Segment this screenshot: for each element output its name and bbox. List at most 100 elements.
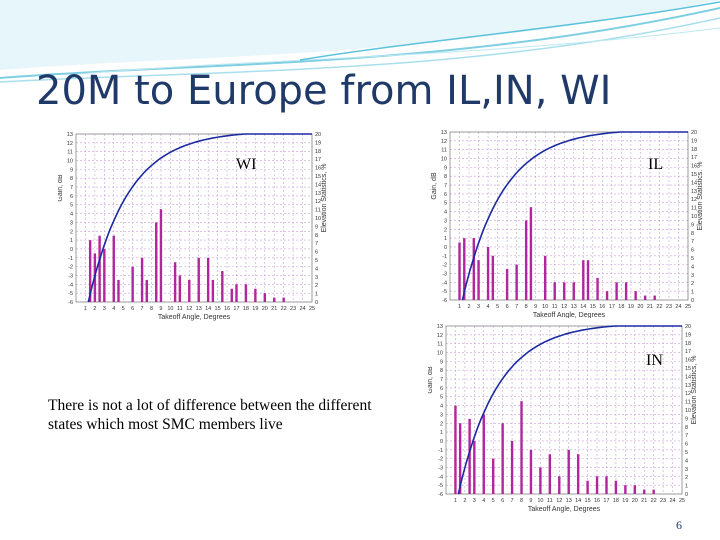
x-tick-label: 23 (290, 306, 296, 312)
y-tick-label: -5 (68, 291, 73, 297)
gain-bar (529, 449, 533, 494)
y2-tick-label: 12 (315, 199, 321, 205)
gain-bar (273, 297, 276, 302)
x-tick-label: 4 (482, 498, 485, 504)
y2-tick-label: 20 (315, 132, 321, 138)
x-tick-label: 20 (262, 306, 268, 312)
y-tick-label: -4 (438, 474, 443, 480)
x-tick-label: 25 (685, 304, 691, 310)
elevation-curve (457, 325, 682, 495)
y2-tick-label: 1 (315, 292, 318, 298)
y-tick-label: 0 (70, 247, 73, 253)
x-tick-label: 7 (515, 304, 518, 310)
y2-tick-label: 6 (685, 442, 688, 448)
gain-bar (567, 449, 570, 494)
y-tick-label: 10 (67, 159, 73, 165)
gain-bar (263, 293, 266, 302)
gain-bar (178, 275, 182, 302)
gain-bar (282, 297, 285, 302)
x-tick-label: 14 (575, 498, 581, 504)
x-axis-title: Takeoff Angle, Degrees (158, 314, 231, 321)
x-tick-label: 4 (112, 306, 115, 312)
y2-axis-title: Elevation Statistics, % (321, 164, 328, 233)
chart-label-in: IN (646, 352, 663, 369)
y-tick-label: -1 (442, 254, 447, 260)
gain-bar (643, 295, 647, 300)
y-tick-label: 9 (444, 165, 447, 171)
gain-bar (140, 257, 144, 302)
x-tick-label: 18 (618, 304, 624, 310)
slide-title: 20M to Europe from IL,IN, WI (36, 68, 612, 114)
y-tick-label: 9 (440, 359, 443, 365)
y2-tick-label: 18 (685, 341, 691, 347)
y-tick-label: -6 (442, 298, 447, 304)
gain-bar (652, 489, 655, 494)
gain-bar (505, 269, 509, 300)
y2-tick-label: 12 (685, 391, 691, 397)
y2-tick-label: 4 (315, 266, 318, 272)
plot-frame (445, 325, 683, 495)
y2-tick-label: 17 (315, 157, 321, 163)
x-tick-label: 6 (506, 304, 509, 310)
x-tick-label: 9 (529, 498, 532, 504)
y2-tick-label: 13 (315, 191, 321, 197)
x-tick-label: 13 (571, 304, 577, 310)
chart-label-wi: WI (236, 156, 257, 173)
gain-bar (539, 467, 542, 494)
y2-tick-label: 5 (691, 256, 694, 262)
x-tick-label: 16 (599, 304, 605, 310)
y-axis-title: Gain, dB (58, 174, 64, 202)
x-tick-label: 5 (122, 306, 125, 312)
gain-bar (468, 418, 471, 494)
gain-bar (458, 242, 461, 300)
x-tick-label: 19 (628, 304, 634, 310)
gain-bar (634, 291, 637, 300)
y2-tick-label: 10 (315, 216, 321, 222)
y2-tick-label: 11 (315, 208, 321, 214)
y2-tick-label: 9 (685, 416, 688, 422)
x-tick-label: 15 (590, 304, 596, 310)
y-tick-label: 2 (440, 421, 443, 427)
x-tick-label: 17 (609, 304, 615, 310)
y-tick-label: 1 (440, 430, 443, 436)
x-tick-label: 12 (561, 304, 567, 310)
gain-bar (558, 476, 561, 494)
x-tick-label: 1 (84, 306, 87, 312)
y2-tick-label: 20 (691, 130, 697, 136)
x-tick-label: 21 (271, 306, 277, 312)
y-tick-label: 3 (440, 412, 443, 418)
x-tick-label: 2 (468, 304, 471, 310)
plot-frame (449, 131, 689, 301)
x-tick-label: 18 (613, 498, 619, 504)
x-tick-label: 3 (103, 306, 106, 312)
x-tick-label: 10 (167, 306, 173, 312)
y2-tick-label: 18 (315, 149, 321, 155)
gain-bar (582, 260, 585, 300)
y2-tick-label: 17 (691, 155, 697, 161)
y-tick-label: 1 (70, 238, 73, 244)
gain-bar (235, 284, 238, 302)
y-tick-label: 6 (444, 192, 447, 198)
chart-wi: -6 -5 -4 -3 -2 -1 0 1 2 3 4 5 6 7 8 9 10 11 12 13 0 1 2 3 4 5 6 7 8 9… (58, 124, 330, 322)
elevation-curve (461, 131, 688, 301)
y2-tick-label: 2 (691, 281, 694, 287)
x-tick-label: 1 (454, 498, 457, 504)
y-tick-label: 11 (67, 150, 73, 156)
y-tick-label: 9 (70, 167, 73, 173)
y2-tick-label: 0 (691, 298, 694, 304)
gain-bar (211, 279, 215, 302)
x-axis-title: Takeoff Angle, Degrees (528, 506, 601, 513)
y-tick-label: -3 (68, 273, 73, 279)
y-tick-label: -1 (438, 448, 443, 454)
x-tick-label: 10 (542, 304, 548, 310)
x-tick-label: 23 (666, 304, 672, 310)
y-tick-label: -1 (68, 256, 73, 262)
y2-tick-label: 6 (315, 250, 318, 256)
gain-bar (501, 423, 504, 494)
y-tick-label: -2 (68, 265, 73, 271)
chart-il: -6 -5 -4 -3 -2 -1 0 1 2 3 4 5 6 7 8 9 10 11 12 13 0 1 2 3 4 5 6 7 8 9… (412, 124, 702, 320)
y-tick-label: 3 (444, 218, 447, 224)
x-tick-label: 9 (534, 304, 537, 310)
gain-bar (624, 485, 627, 494)
y-tick-label: 10 (437, 351, 443, 357)
